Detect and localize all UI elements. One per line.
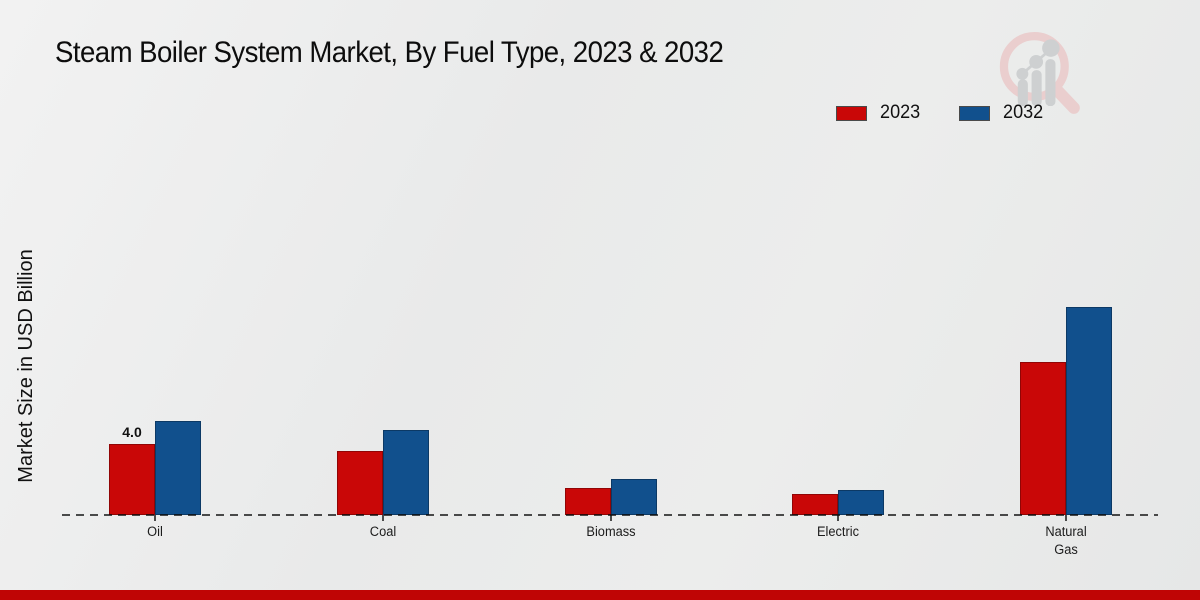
x-axis-label-coal: Coal	[369, 524, 396, 539]
legend-label-2023: 2023	[880, 102, 921, 123]
legend-item-2023: 2023	[836, 102, 921, 124]
x-axis-tick-coal	[381, 515, 384, 521]
chart-title: Steam Boiler System Market, By Fuel Type…	[55, 36, 724, 69]
legend-swatch-2023	[836, 105, 867, 121]
x-axis-tick-natural-gas	[1065, 515, 1067, 521]
footer-accent-bar	[0, 590, 1200, 600]
x-axis-label-natural-gas: Natural Gas	[1045, 524, 1087, 557]
bar-2023-natural-gas	[1020, 362, 1066, 515]
bar-2032-electric	[838, 490, 885, 515]
x-axis-label-oil: Oil	[147, 524, 163, 539]
x-axis-label-biomass: Biomass	[585, 524, 636, 539]
bar-2032-coal	[382, 430, 429, 515]
bar-value-label-oil-2023: 4.0	[122, 424, 142, 440]
legend: 2023 2032	[836, 102, 1045, 124]
magnifier-growth-chart-logo-icon	[999, 31, 1080, 114]
legend-label-2032: 2032	[1003, 102, 1044, 123]
bar-2032-biomass	[610, 479, 657, 515]
x-axis-label-electric: Electric	[817, 524, 860, 539]
bar-2023-oil	[109, 444, 155, 515]
bar-2032-oil	[155, 421, 201, 515]
bar-2032-natural-gas	[1066, 307, 1112, 515]
x-axis-baseline	[62, 514, 1158, 516]
bar-2023-biomass	[564, 488, 611, 515]
legend-swatch-2032	[959, 105, 991, 121]
x-axis-tick-oil	[154, 515, 156, 521]
x-axis-tick-electric	[837, 515, 840, 521]
x-axis-tick-biomass	[609, 515, 612, 521]
bar-2023-coal	[336, 451, 383, 515]
legend-item-2032: 2032	[959, 102, 1044, 124]
bar-2023-electric	[792, 494, 839, 515]
